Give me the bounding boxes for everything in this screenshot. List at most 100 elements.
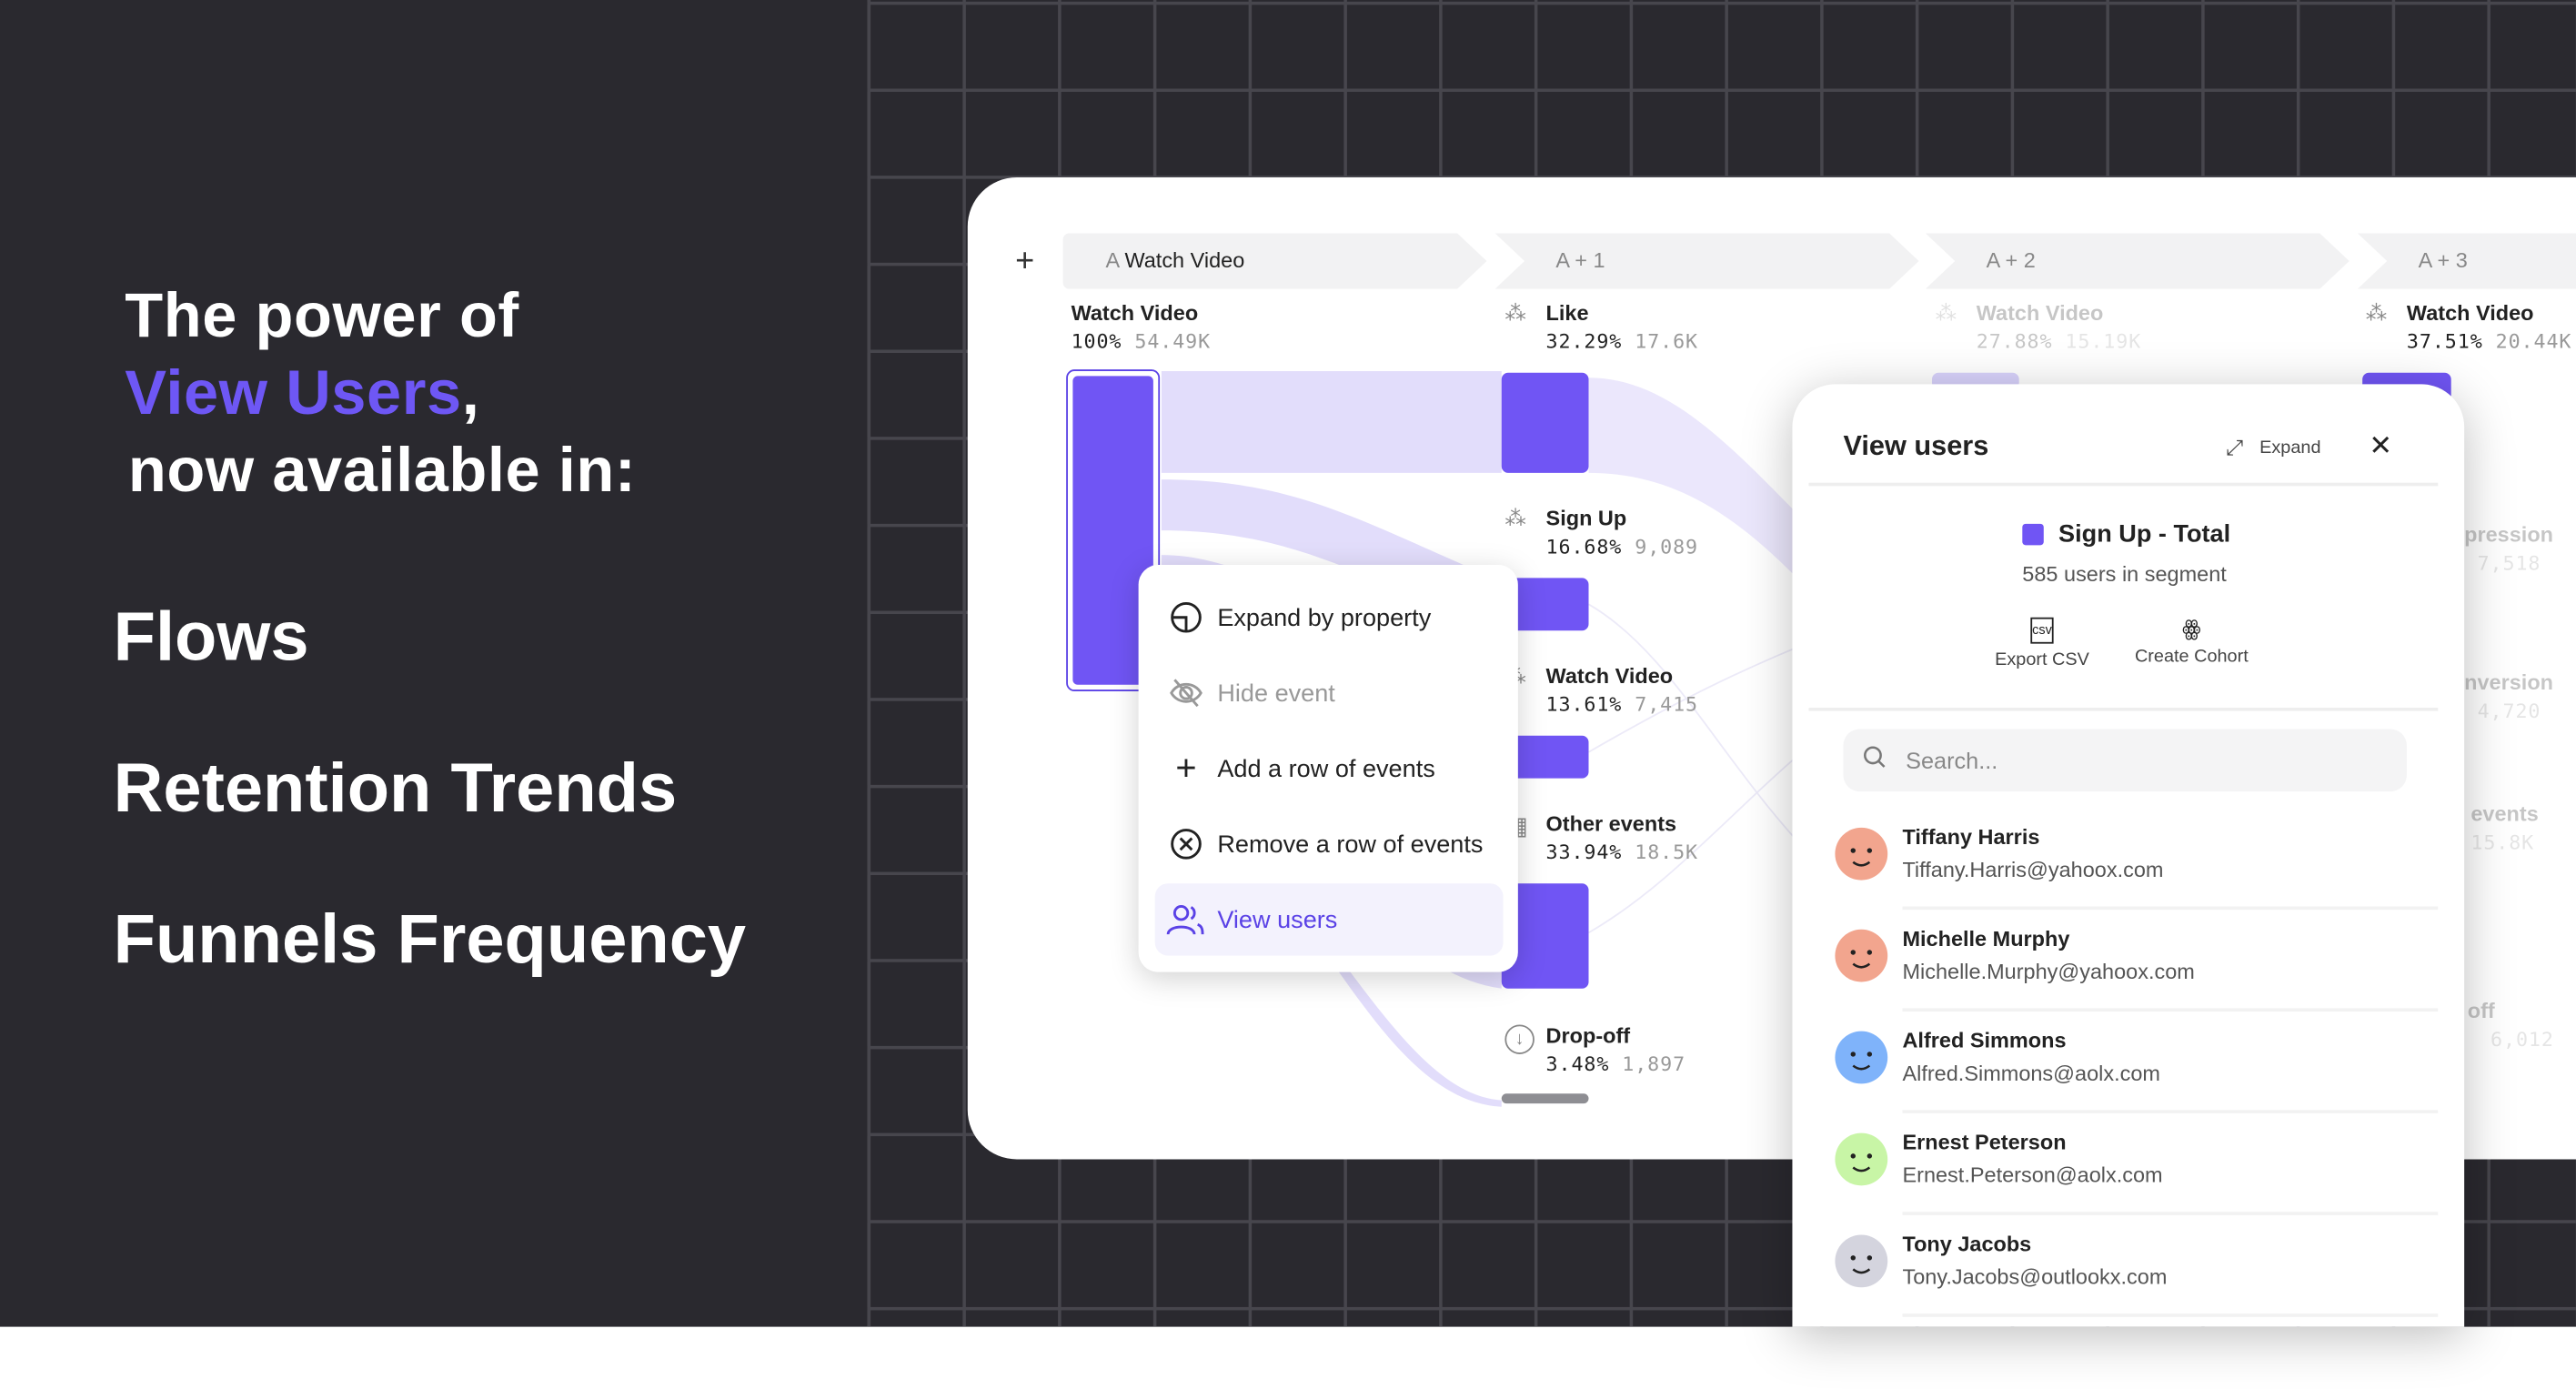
node-count: 15.8K [2470,830,2535,854]
plus-icon: + [1015,243,1035,279]
node-name: Watch Video [1545,663,1674,689]
user-row[interactable]: Tiffany Harris Tiffany.Harris@yahoox.com [1792,811,2464,913]
cohort-label: Create Cohort [2134,647,2249,667]
node-name: events [2470,800,2539,827]
search-icon [1863,745,1889,776]
user-search-input[interactable]: Search... [1843,729,2407,792]
step-header-a2[interactable]: A + 2 [1926,233,2350,288]
user-name: Michelle Murphy [1902,926,2070,951]
node-sign-up[interactable]: ⁂ Sign Up 16.68% 9,089 [1504,506,1698,559]
click-icon: ⁂ [1504,506,1526,531]
node-a3-watch-video[interactable]: ⁂ Watch Video 37.51% 20.44K [2366,300,2572,353]
step-header-a3[interactable]: A + 3 [2358,233,2576,288]
step-label: A + 1 [1555,247,1605,273]
menu-item-label: View users [1217,905,1338,934]
menu-item-label: Add a row of events [1217,754,1435,783]
step-prefix: A [1105,247,1119,273]
node-bar-drop-off[interactable] [1501,1093,1589,1104]
node-a3-drop-off[interactable]: off 6,012 [2468,999,2554,1052]
search-placeholder: Search... [1906,747,1998,774]
user-name: Tony Jacobs [1902,1231,2032,1256]
user-row[interactable]: Tony Jacobs Tony.Jacobs@outlookx.com [1792,1218,2464,1320]
node-name: Drop-off [1545,1022,1631,1048]
user-row[interactable]: Ernest Peterson Ernest.Peterson@aolx.com [1792,1117,2464,1219]
node-name: Watch Video [1976,300,2104,326]
close-button[interactable]: ✕ [2369,430,2392,463]
user-row[interactable]: Alfred Simmons Alfred.Simmons@aolx.com [1792,1015,2464,1117]
node-name: Watch Video [1071,300,1199,326]
node-bar-like[interactable] [1501,372,1589,473]
row-divider [1902,1313,2439,1317]
expand-label: Expand [2259,438,2321,458]
add-step-button[interactable]: + [1015,243,1034,281]
user-name: Tiffany Harris [1902,824,2040,850]
node-percent: 3.48% [1545,1052,1610,1076]
headline-line2: View Users, [125,359,479,430]
menu-item-label: Hide event [1217,679,1335,708]
csv-file-icon: csv [2030,617,2054,644]
node-a3-impression[interactable]: pression 7,518 [2464,522,2553,575]
row-divider [1902,1110,2439,1113]
expand-property-icon [1155,601,1218,634]
feature-funnels-frequency: Funnels Frequency [113,900,747,978]
node-count: 6,012 [2490,1028,2554,1052]
user-row[interactable]: Michelle Murphy Michelle.Murphy@yahoox.co… [1792,913,2464,1015]
avatar [1835,1031,1888,1084]
node-count: 7,415 [1635,692,1698,717]
node-name: Sign Up [1545,506,1627,531]
avatar [1835,1234,1888,1288]
click-icon: ⁂ [2365,300,2388,326]
menu-item-expand-by-property[interactable]: Expand by property [1155,581,1504,653]
step-label: A + 3 [2418,247,2468,273]
close-circle-icon [1155,828,1218,861]
segment-color-swatch [2022,523,2044,546]
headline-line1: The power of [125,282,519,352]
node-name: nversion [2464,669,2554,695]
node-percent: 13.61% [1545,692,1623,717]
node-percent: 16.68% [1545,535,1623,559]
node-count: 17.6K [1635,329,1698,354]
menu-item-remove-row[interactable]: Remove a row of events [1155,808,1504,880]
flow-link-dropoff [1338,965,1502,1107]
row-divider [1902,1008,2439,1012]
user-name: Alfred Simmons [1902,1028,2067,1053]
step-header-a[interactable]: A Watch Video [1063,233,1487,288]
node-count: 15.19K [2065,329,2142,354]
user-email: Tony.Jacobs@outlookx.com [1902,1264,2168,1290]
node-percent: 32.29% [1545,329,1623,354]
avatar [1835,1132,1888,1186]
avatar [1835,827,1888,881]
node-name: Other events [1545,810,1677,836]
node-percent: 37.51% [2406,329,2483,354]
step-label: A + 2 [1986,247,2036,273]
flow-link-like-next [1588,377,1822,605]
node-name: off [2467,998,2495,1023]
node-start[interactable]: Watch Video 100% 54.49K [1072,300,1212,353]
step-header-a1[interactable]: A + 1 [1495,233,1919,288]
expand-button[interactable]: ⤢ Expand [2226,435,2320,461]
segment-name: Sign Up - Total [2058,520,2231,549]
menu-item-add-row[interactable]: + Add a row of events [1155,732,1504,804]
menu-item-view-users[interactable]: View users [1154,883,1504,956]
node-like[interactable]: ⁂ Like 32.29% 17.6K [1504,300,1698,353]
row-divider [1902,906,2439,911]
close-icon: ✕ [2369,429,2393,462]
create-cohort-button[interactable]: ꙮ Create Cohort [2121,617,2262,667]
avatar [1835,929,1888,982]
node-count: 18.5K [1635,840,1698,864]
menu-item-hide-event[interactable]: Hide event [1155,657,1504,729]
divider [1808,708,2439,711]
node-a3-conversion[interactable]: nversion 4,720 [2464,670,2553,723]
divider [1808,482,2439,487]
menu-item-label: Remove a row of events [1217,830,1484,859]
node-a2-watch-video[interactable]: ⁂ Watch Video 27.88% 15.19K [1936,300,2142,353]
node-name: Like [1545,300,1589,326]
export-csv-button[interactable]: csv Export CSV [1989,617,2095,670]
node-percent: 100% [1071,329,1122,354]
node-count: 20.44K [2495,329,2572,354]
node-drop-off[interactable]: ↓ Drop-off 3.48% 1,897 [1504,1022,1685,1076]
panel-title: View users [1843,429,1989,462]
node-a3-other-events[interactable]: events 15.8K [2470,801,2538,854]
